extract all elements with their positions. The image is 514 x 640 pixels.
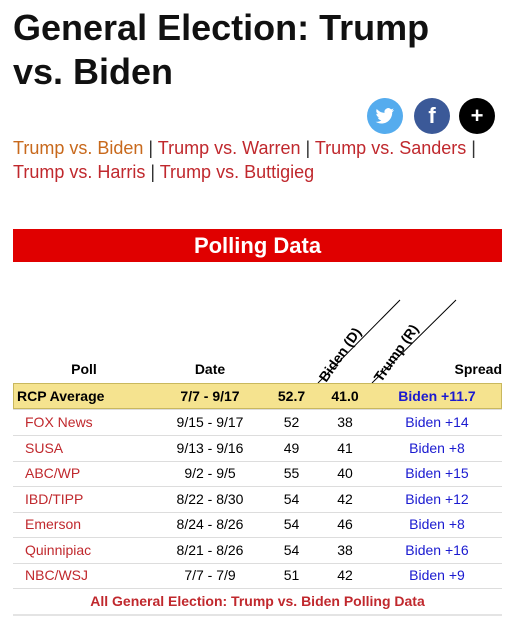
cell: 9/2 - 9/5 [184, 465, 236, 481]
poll-name[interactable]: SUSA [25, 439, 64, 456]
header-diagonals [317, 299, 457, 384]
row-divider [13, 409, 502, 410]
related-link[interactable]: Trump vs. Warren [157, 138, 301, 158]
diagonal-line [371, 299, 457, 384]
average-row [13, 383, 502, 409]
cell: 9/13 - 9/16 [176, 439, 244, 456]
poll-name: RCP Average [17, 388, 105, 404]
column-header: Date [194, 361, 226, 377]
cell: 8/22 - 8/30 [176, 490, 244, 507]
related-link[interactable]: Trump vs. Biden [13, 138, 144, 158]
poll-name[interactable]: NBC/WSJ [25, 567, 88, 583]
cell: 52.7 [277, 388, 306, 404]
section-title: Polling Data [13, 229, 502, 262]
row-divider [13, 486, 502, 487]
row-divider [13, 435, 502, 436]
spread: Biden +8 [409, 516, 465, 532]
poll-name[interactable]: Quinnipiac [25, 541, 92, 558]
twitter-icon [375, 108, 394, 124]
page-title: General Election: Trump vs. Biden [13, 7, 430, 92]
row-divider [13, 511, 502, 513]
separator: | [471, 138, 476, 158]
column-header: Spread [454, 361, 502, 377]
row-divider [13, 460, 502, 462]
related-link[interactable]: Trump vs. Sanders [314, 138, 467, 158]
cell: 49 [283, 439, 300, 456]
twitter-button[interactable] [367, 98, 403, 134]
separator: | [305, 138, 311, 158]
diagonal-line [317, 299, 401, 384]
cell: 7/7 - 9/17 [180, 388, 240, 404]
cell: 51 [283, 567, 300, 583]
separator: | [148, 138, 154, 158]
spread: Biden +12 [405, 490, 469, 507]
spread: Biden +8 [409, 439, 465, 456]
related-link[interactable]: Trump vs. Buttigieg [159, 162, 315, 182]
spread: Biden +9 [409, 567, 465, 583]
cell: 54 [283, 516, 300, 532]
cell: 9/15 - 9/17 [176, 414, 244, 430]
related-links: Trump vs. Biden | Trump vs. Warren | Tru… [13, 136, 483, 184]
facebook-button[interactable]: f [414, 98, 450, 134]
cell: 38 [337, 541, 353, 558]
cell: 41 [337, 439, 353, 456]
separator: | [150, 162, 156, 182]
poll-name[interactable]: IBD/TIPP [25, 490, 84, 507]
cell: 38 [337, 414, 353, 430]
poll-name[interactable]: Emerson [25, 516, 82, 532]
related-link[interactable]: Trump vs. Harris [13, 162, 146, 182]
poll-name[interactable]: FOX News [25, 414, 93, 430]
spread: Biden +14 [405, 414, 469, 430]
cell: 7/7 - 7/9 [184, 567, 236, 583]
poll-name[interactable]: ABC/WP [25, 465, 81, 481]
cell: 8/21 - 8/26 [176, 541, 244, 558]
row-divider [13, 588, 502, 589]
cell: 54 [283, 541, 300, 558]
cell: 55 [283, 465, 300, 481]
footer-link[interactable]: All General Election: Trump vs. Biden Po… [13, 590, 502, 616]
more-button[interactable]: + [459, 98, 495, 134]
cell: 8/24 - 8/26 [176, 516, 244, 532]
spread: Biden +15 [405, 465, 469, 481]
cell: 42 [337, 567, 353, 583]
cell: 54 [283, 490, 300, 507]
spread: Biden +16 [405, 541, 469, 558]
cell: 42 [337, 490, 353, 507]
cell: 40 [337, 465, 353, 481]
spread: Biden +11.7 [398, 388, 476, 404]
cell: 41.0 [331, 388, 359, 404]
row-divider [13, 537, 502, 538]
row-divider [13, 562, 502, 564]
column-header: Poll [71, 361, 97, 377]
cell: 52 [283, 414, 300, 430]
cell: 46 [337, 516, 353, 532]
